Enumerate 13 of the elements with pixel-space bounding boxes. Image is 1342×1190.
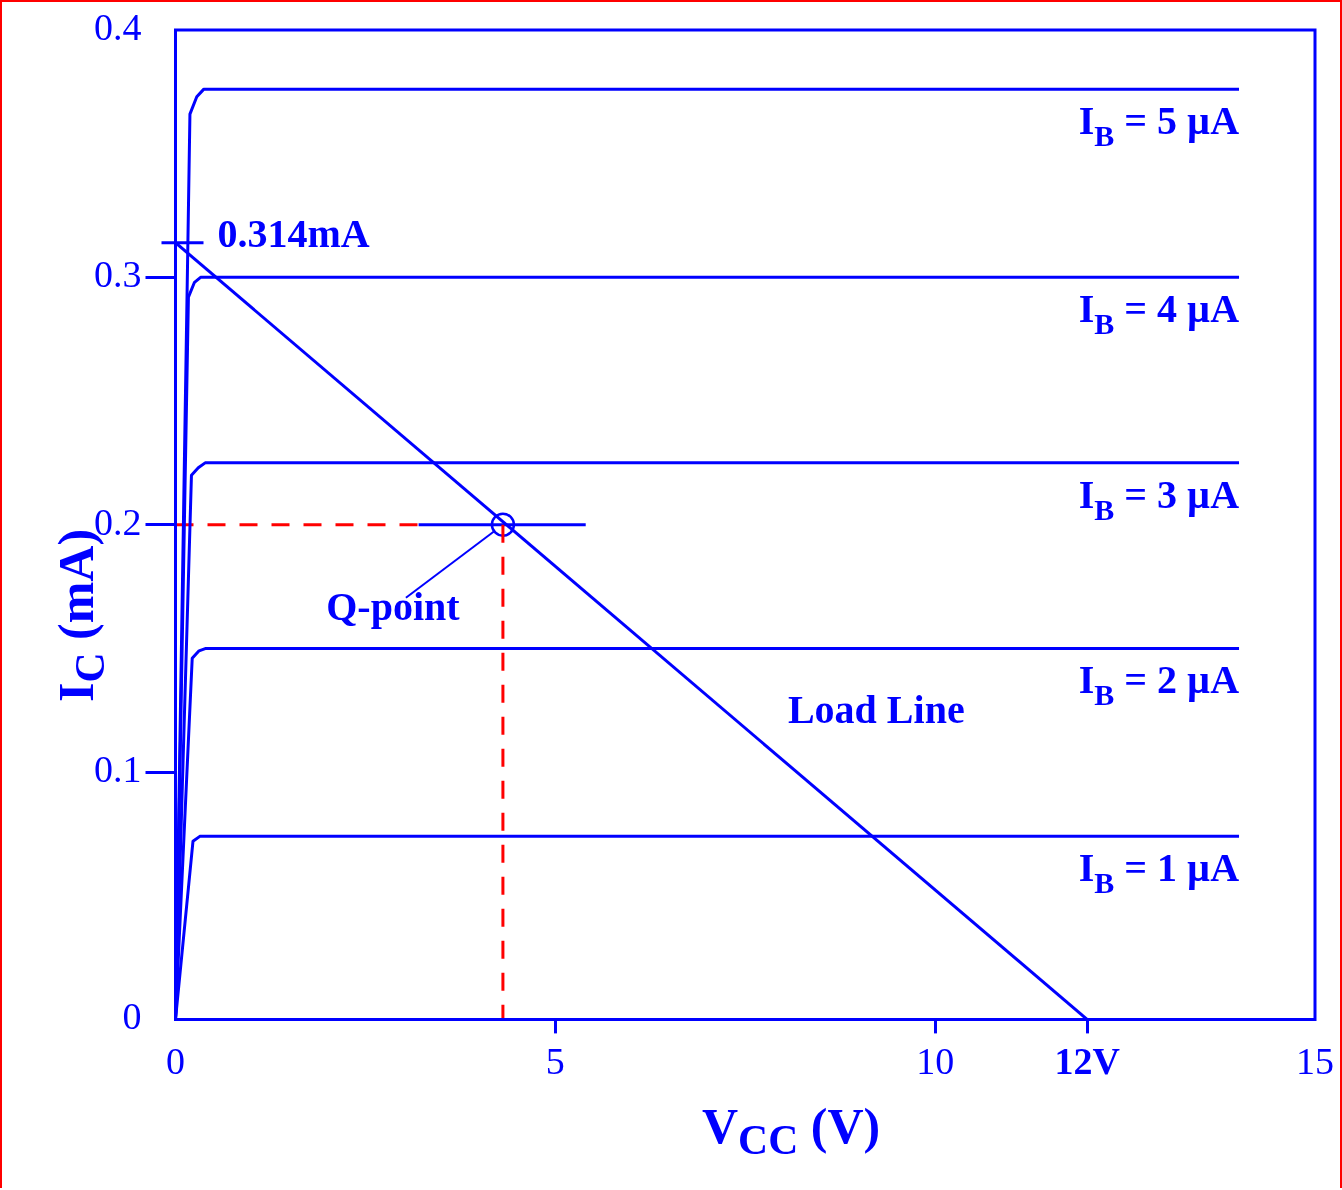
x-tick-label: 15 (1296, 1040, 1334, 1083)
x-tick-label: 12V (1054, 1040, 1121, 1083)
x-tick-label: 0 (166, 1040, 185, 1083)
y-tick-label: 0.1 (94, 748, 142, 791)
annotation: 0.314mA (217, 210, 370, 256)
x-tick-label: 10 (916, 1040, 955, 1083)
x-tick-label: 5 (545, 1040, 565, 1083)
y-tick-label: 0.3 (94, 253, 142, 296)
annotation: Q-point (326, 583, 461, 629)
annotation: Load Line (787, 686, 965, 732)
y-tick-label: 0 (122, 995, 142, 1038)
x-axis-title: V$_{CC}$ (V) (702, 1097, 881, 1164)
y-tick-label: 0.4 (94, 5, 142, 48)
